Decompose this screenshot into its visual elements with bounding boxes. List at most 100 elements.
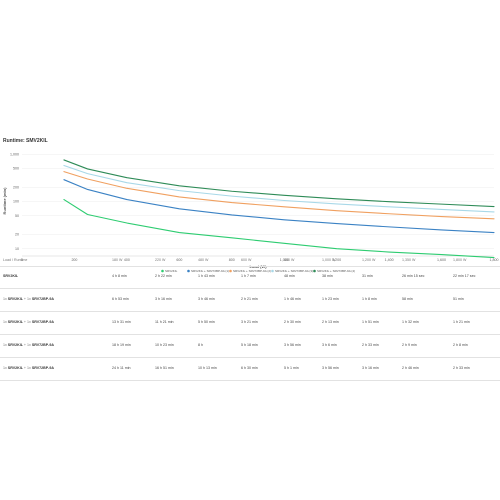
y-axis-title: Runtime (min) [2,187,7,215]
table-header: 600 W [241,258,252,262]
table-cell: 38 min [322,274,333,278]
legend-marker [161,269,164,273]
table-cell: 22 min 17 sec [453,274,476,278]
model-name: SRV2KIL [3,274,19,278]
table-header-row: Load / Runtime 180 W 220 W 480 W 600 W 8… [0,254,500,267]
chart-title: Runtime: SMV2KIL [3,138,48,144]
table-row-model: 1x SRV2KIL + 1x SRV72BP-9A [3,297,54,301]
table-header: 220 W [155,258,166,262]
table-row-model: SRV2KIL [3,274,18,278]
table-cell: 2 h 33 min [362,343,379,347]
table-cell: 3 h 56 min [284,343,301,347]
addon-qty: + 1x [22,297,32,301]
table-cell: 5 h 1 min [284,366,299,370]
legend-marker [271,269,274,273]
series-line [63,164,495,213]
table-row: 1x SRV2KIL + 1x SRV72BP-9A 6 h 53 min 3 h … [0,289,500,312]
y-tick-label: 1,000 [10,153,19,157]
table-header: 1,200 W [362,258,376,262]
table-header: 480 W [198,258,209,262]
table-row-model: 1x SRV2KIL + 1x SRV72BP-9A [3,366,54,370]
table-cell: 3 h 16 min [362,366,379,370]
table-row: 1x SRV2KIL + 1x SRV72BP-9A 24 h 11 min 16 … [0,358,500,381]
table-row: 1x SRV2KIL + 1x SRV72BP-9A 18 h 19 min 10 … [0,335,500,358]
x-tick-label: 1,000 [280,258,289,262]
table-cell: 3 h 56 min [322,366,339,370]
series-line [63,179,495,234]
addon-name: SRV72BP-9A [31,297,54,301]
table-header: 800 W [284,258,295,262]
table-row-model: 1x SRV2KIL + 1x SRV72BP-9A [3,320,54,324]
legend-label: SRV2KIL [165,269,178,273]
model-name: SRV2KIL [7,297,23,301]
table-cell: 1 h 7 min [241,274,256,278]
y-tick-label: 50 [15,214,19,218]
table-header: 1,350 W [402,258,416,262]
series-line [63,159,495,208]
table-cell: 1 h 21 min [453,320,470,324]
x-tick-label: 800 [229,258,235,262]
table-cell: 2 h 33 min [453,366,470,370]
y-tick-label: 20 [15,233,19,237]
table-cell: 2 h 9 min [402,343,417,347]
legend-label: SRV2KIL + SRV72BP-9A (2) [233,269,271,273]
table-cell: 6 h 30 min [241,366,258,370]
table-cell: 10 h 23 min [155,343,174,347]
table-cell: 6 h 53 min [112,297,129,301]
x-tick-label: 1,200 [332,258,341,262]
x-tick-label: 1,800 [490,258,499,262]
table-cell: 13 h 31 min [112,320,131,324]
table-cell: 1 h 23 min [322,297,339,301]
y-tick-label: 100 [13,200,19,204]
table-header: Load / Runtime [3,258,28,262]
table-cell: 2 h 21 min [241,297,258,301]
x-tick-label: 600 [176,258,182,262]
table-row-model: 1x SRV2KIL + 1x SRV72BP-9A [3,343,54,347]
table-cell: 48 min [284,274,295,278]
legend-marker [187,269,190,273]
legend-label: SRV2KIL + SRV72BP-9A (4) [317,269,355,273]
table-cell: 2 h 8 min [453,343,468,347]
table-header: 1,800 W [453,258,467,262]
x-tick-label: 400 [124,258,130,262]
table-cell: 3 h 21 min [241,320,258,324]
x-tick-label: 1,600 [437,258,446,262]
table-cell: 11 h 21 min [155,320,174,324]
addon-name: SRV72BP-9A [31,366,54,370]
table-cell: 2 h 13 min [322,320,339,324]
table-cell: 1 h 32 min [402,320,419,324]
model-name: SRV2KIL [7,366,23,370]
table-cell: 1 h 43 min [198,274,215,278]
y-tick-label: 10 [15,247,19,251]
table-cell: 24 h 11 min [112,366,131,370]
series-line [63,199,495,259]
table-cell: 5 h 18 min [241,343,258,347]
addon-qty: + 1x [22,320,32,324]
table-cell: 1 h 46 min [284,297,301,301]
table-cell: 2 h 30 min [284,320,301,324]
table-cell: 10 h 13 min [198,366,217,370]
x-tick-label: 0 [21,258,23,262]
table-cell: 1 h 8 min [362,297,377,301]
table-cell: 1 h 51 min [362,320,379,324]
table-cell: 16 h 51 min [155,366,174,370]
table-cell: 18 h 19 min [112,343,131,347]
table-cell: 5 h 50 min [198,320,215,324]
legend-label: SRV2KIL + SRV72BP-9A (3) [275,269,313,273]
legend-label: SRV2KIL + SRV72BP-9A (1) [191,269,229,273]
table-cell: 51 min [453,297,464,301]
table-cell: 3 h 6 min [322,343,337,347]
addon-name: SRV72BP-9A [31,343,54,347]
table-header: 180 W [112,258,123,262]
table-cell: 26 min 15 sec [402,274,425,278]
table-row: 1x SRV2KIL + 1x SRV72BP-9A 13 h 31 min 11 … [0,312,500,335]
model-qty: 1x [3,320,8,324]
y-tick-label: 500 [13,167,19,171]
y-tick-label: 200 [13,185,19,189]
legend-marker [313,269,316,273]
addon-qty: + 1x [22,366,32,370]
table-cell: 2 h 22 min [155,274,172,278]
table-cell: 3 h 16 min [155,297,172,301]
addon-name: SRV72BP-9A [31,320,54,324]
